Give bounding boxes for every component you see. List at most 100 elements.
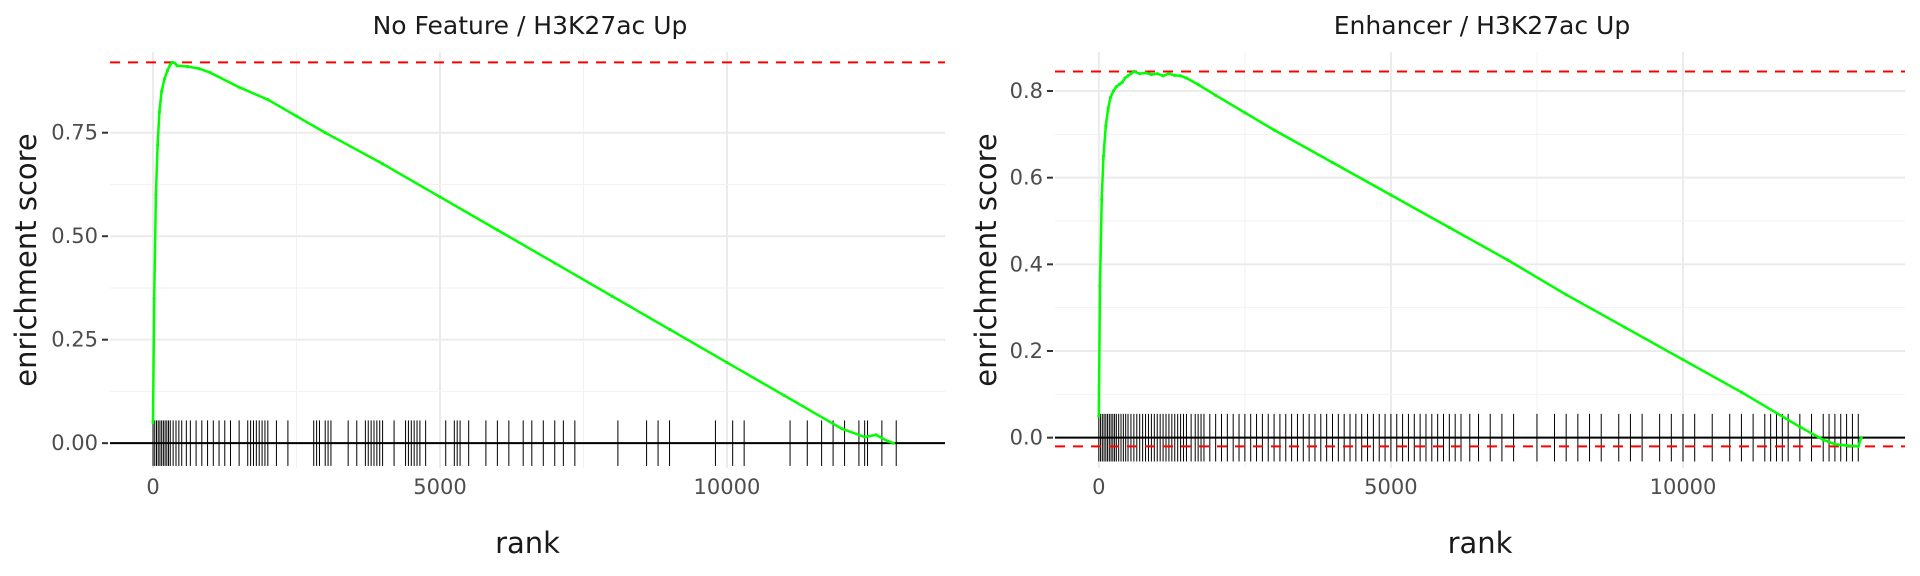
series-line — [151, 61, 894, 445]
series-point — [1117, 82, 1121, 87]
x-tick-label: 5000 — [1364, 475, 1417, 499]
series-point — [1179, 74, 1183, 78]
series-point — [1101, 154, 1106, 158]
series-point — [157, 110, 161, 114]
series-point — [294, 114, 299, 118]
series-point — [1821, 438, 1825, 442]
series-point — [1243, 111, 1247, 115]
series-point — [1564, 293, 1568, 297]
series-point — [1100, 197, 1104, 201]
series-point — [891, 441, 895, 445]
series-point — [1167, 72, 1171, 76]
series-point — [1138, 72, 1142, 76]
x-tick-label: 10000 — [694, 475, 761, 499]
series-point — [1120, 80, 1124, 84]
series-point — [1833, 442, 1837, 446]
series-point — [1108, 95, 1113, 100]
series-point — [1143, 71, 1148, 75]
series-point — [1132, 69, 1136, 74]
y-axis-label: enrichment score — [969, 133, 1003, 387]
series-point — [154, 193, 158, 197]
series-point — [782, 393, 786, 398]
series-point — [197, 66, 201, 71]
series-point — [323, 131, 327, 135]
series-point — [1106, 106, 1110, 110]
chart-panel-1: No Feature / H3K27ac Up 0.00 0.25 0.50 0.75 0… — [9, 11, 945, 560]
y-tick-label: 0.25 — [51, 328, 98, 352]
y-tick-label: 0.75 — [51, 121, 98, 145]
gridlines — [110, 52, 945, 468]
series-point — [173, 61, 177, 65]
series-point — [208, 71, 213, 75]
series-point — [495, 228, 499, 232]
series-point — [1104, 124, 1108, 128]
x-axis-label: rank — [495, 526, 560, 560]
series-point — [151, 420, 155, 425]
series-point — [1272, 128, 1276, 132]
y-tick-label: 0.50 — [51, 224, 98, 248]
series-point — [886, 439, 890, 443]
series-point — [438, 195, 442, 199]
series-point — [553, 261, 557, 265]
y-tick-label: 0.4 — [1010, 252, 1043, 276]
series-point — [840, 427, 844, 431]
series-point — [1859, 436, 1863, 440]
series-point — [1098, 284, 1102, 288]
series-point — [1161, 74, 1165, 78]
series-point — [1126, 74, 1130, 78]
series-point — [1844, 443, 1849, 448]
y-tick-label: 0.00 — [51, 431, 98, 455]
series-point — [1330, 160, 1335, 165]
series-point — [1447, 225, 1451, 230]
series-point — [1681, 358, 1685, 362]
series-point — [725, 360, 729, 365]
x-tick-label: 0 — [146, 475, 159, 499]
series-point — [610, 294, 614, 298]
series-point — [1389, 193, 1393, 197]
chart-panel-2: Enhancer / H3K27ac Up 0.0 0.2 0.4 0.6 0.8 0 500… — [969, 11, 1905, 560]
y-tick-label: 0.8 — [1010, 79, 1043, 103]
y-tick-label: 0.2 — [1010, 339, 1043, 363]
series-point — [1111, 89, 1116, 93]
series-point — [185, 64, 190, 69]
series-point — [1739, 390, 1744, 394]
series-point — [874, 433, 878, 437]
series-point — [1123, 76, 1127, 80]
x-tick-label: 5000 — [413, 475, 466, 499]
series-point — [266, 98, 270, 102]
series-point — [667, 327, 672, 331]
series-point — [1129, 72, 1133, 76]
gridlines — [1055, 52, 1905, 468]
series-point — [380, 162, 385, 166]
x-tick-label: 10000 — [1650, 475, 1717, 499]
series-point — [1097, 414, 1101, 418]
series-point — [168, 62, 172, 67]
series-point — [175, 64, 179, 68]
y-tick-label: 0.0 — [1010, 426, 1043, 450]
series-line — [1097, 70, 1863, 448]
series-point — [1173, 73, 1177, 77]
series-point — [237, 85, 241, 89]
series-point — [160, 89, 164, 93]
y-axis-label: enrichment score — [9, 133, 43, 387]
series-point — [863, 435, 867, 439]
series-point — [156, 143, 160, 147]
rug-ticks — [1098, 413, 1859, 462]
chart-title: No Feature / H3K27ac Up — [373, 11, 688, 40]
series-point — [1149, 72, 1153, 77]
chart-title: Enhancer / H3K27ac Up — [1334, 11, 1630, 40]
series-point — [1622, 325, 1627, 329]
series-point — [165, 69, 169, 73]
series-point — [1114, 85, 1118, 89]
x-axis-label: rank — [1448, 526, 1513, 560]
series-point — [152, 296, 156, 300]
series-point — [1798, 425, 1802, 429]
series-point — [1196, 82, 1200, 87]
series-point — [1184, 76, 1189, 80]
y-tick-label: 0.6 — [1010, 166, 1043, 190]
series-point — [1856, 444, 1860, 448]
x-tick-label: 0 — [1092, 475, 1105, 499]
series-point — [1155, 72, 1159, 76]
series-point — [1214, 93, 1218, 97]
